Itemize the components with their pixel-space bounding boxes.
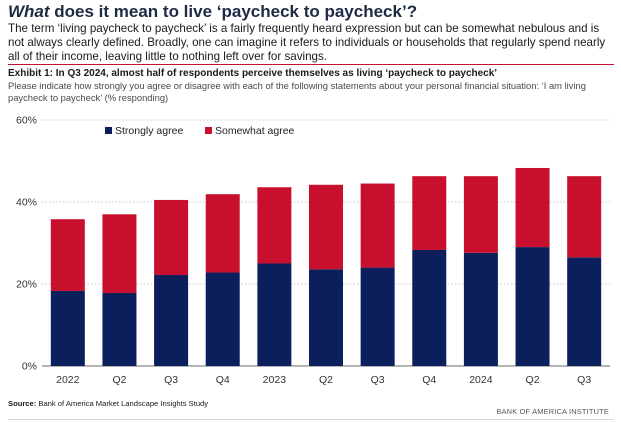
bar-strongly-agree (360, 267, 395, 366)
bar-strongly-agree (257, 263, 292, 366)
y-tick-label: 60% (16, 115, 37, 127)
exhibit-divider (8, 64, 614, 65)
y-tick-label: 40% (16, 197, 37, 209)
bar-somewhat-agree (309, 184, 343, 270)
bar-strongly-agree (567, 257, 602, 366)
chart-bars (50, 167, 602, 366)
bar-strongly-agree (309, 269, 343, 366)
x-tick-label: Q3 (371, 374, 385, 386)
bar-strongly-agree (205, 272, 240, 366)
source-text: Bank of America Market Landscape Insight… (36, 399, 209, 408)
bar-somewhat-agree (412, 176, 447, 250)
legend-swatch (105, 127, 112, 134)
x-tick-label: Q2 (319, 374, 333, 386)
legend-label: Somewhat agree (215, 125, 295, 137)
x-tick-label: Q3 (577, 374, 591, 386)
x-tick-label: Q4 (216, 374, 230, 386)
bar-strongly-agree (515, 247, 550, 366)
exhibit-title: Exhibit 1: In Q3 2024, almost half of re… (8, 68, 498, 79)
title-emphasis: What (8, 2, 50, 21)
x-tick-label: Q2 (112, 374, 126, 386)
x-tick-label: Q2 (526, 374, 540, 386)
x-axis: 2022 Q2 Q3 Q4 2023 Q2 Q3 Q4 2024 Q2 Q3 (56, 374, 591, 386)
intro-paragraph: The term ‘living paycheck to paycheck’ i… (8, 22, 606, 64)
bar-strongly-agree (50, 290, 85, 366)
y-tick-label: 20% (16, 279, 37, 291)
x-tick-label: 2022 (56, 374, 80, 386)
bar-somewhat-agree (567, 176, 602, 258)
title-text: does it mean to live ‘paycheck to payche… (49, 2, 418, 21)
legend-label: Strongly agree (115, 125, 183, 137)
y-tick-label: 0% (22, 361, 37, 373)
bar-somewhat-agree (154, 199, 189, 275)
x-tick-label: Q4 (422, 374, 436, 386)
footer-divider (8, 419, 614, 420)
bar-strongly-agree (463, 252, 498, 366)
chart-legend: Strongly agree Somewhat agree (105, 125, 295, 137)
legend-swatch (205, 127, 212, 134)
bar-strongly-agree (154, 274, 189, 366)
bar-somewhat-agree (50, 219, 85, 291)
source-note: Source: Bank of America Market Landscape… (8, 399, 208, 408)
bar-somewhat-agree (257, 187, 292, 264)
brand-footer: BANK OF AMERICA INSTITUTE (496, 407, 609, 416)
page-title: What does it mean to live ‘paycheck to p… (8, 2, 417, 22)
y-axis: 0% 20% 40% 60% (16, 115, 37, 373)
bar-somewhat-agree (463, 176, 498, 253)
exhibit-subtitle: Please indicate how strongly you agree o… (8, 80, 586, 103)
bar-strongly-agree (102, 293, 137, 366)
bar-somewhat-agree (360, 183, 395, 268)
x-tick-label: 2024 (469, 374, 493, 386)
x-tick-label: 2023 (263, 374, 287, 386)
source-label: Source: (8, 399, 37, 408)
x-tick-label: Q3 (164, 374, 178, 386)
bar-somewhat-agree (205, 194, 240, 273)
bar-somewhat-agree (102, 214, 137, 294)
bar-strongly-agree (412, 249, 447, 366)
bar-somewhat-agree (515, 167, 550, 248)
